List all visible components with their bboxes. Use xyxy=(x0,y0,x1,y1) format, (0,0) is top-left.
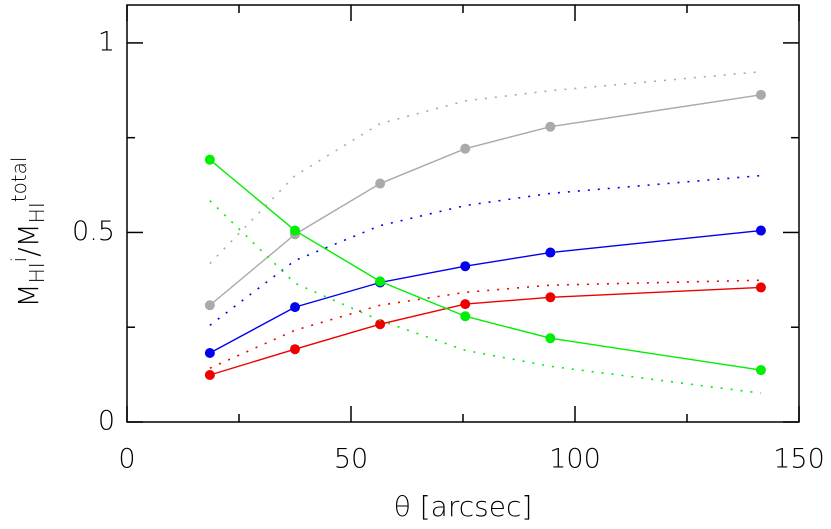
line xyxy=(209,229,761,354)
marker xyxy=(755,365,766,376)
marker xyxy=(460,311,471,322)
plot-frame xyxy=(126,4,800,423)
x-tick-label: 50 xyxy=(334,444,368,475)
dotted-line xyxy=(209,279,761,369)
marker xyxy=(545,333,556,344)
marker xyxy=(755,282,766,293)
marker xyxy=(545,121,556,132)
x-tick-label: 0 xyxy=(118,444,135,475)
marker xyxy=(204,300,215,311)
marker xyxy=(755,225,766,236)
marker xyxy=(290,225,300,236)
marker xyxy=(204,369,215,380)
marker xyxy=(545,292,556,303)
x-tick-label: 150 xyxy=(773,444,825,475)
marker xyxy=(290,344,300,355)
line xyxy=(209,159,762,371)
y-tick-label: 0.5 xyxy=(72,216,115,247)
y-tick-label: 1 xyxy=(98,26,115,57)
marker xyxy=(460,261,471,272)
y-label-part: / xyxy=(12,247,45,256)
line xyxy=(209,94,762,306)
marker xyxy=(460,143,471,154)
marker xyxy=(290,302,300,313)
marker xyxy=(204,348,215,359)
y-axis-label: MHIi/MHItotal xyxy=(7,157,49,308)
marker xyxy=(375,319,386,330)
marker xyxy=(204,154,215,165)
x-axis-label: θ [arcsec] xyxy=(394,490,533,523)
y-label-part: total xyxy=(7,157,31,203)
y-label-part: M xyxy=(12,223,45,247)
line xyxy=(209,286,761,376)
marker xyxy=(460,299,471,310)
marker xyxy=(375,178,386,189)
y-label-part: HI xyxy=(25,202,49,223)
y-label-part: M xyxy=(12,283,45,307)
y-label-part: HI xyxy=(25,262,49,283)
marker xyxy=(755,89,766,100)
x-tick-label: 100 xyxy=(549,444,601,475)
dotted-line xyxy=(209,70,761,265)
y-tick-label: 0 xyxy=(98,406,115,437)
y-label-part: i xyxy=(7,257,31,263)
marker xyxy=(545,247,556,258)
marker xyxy=(375,276,386,287)
